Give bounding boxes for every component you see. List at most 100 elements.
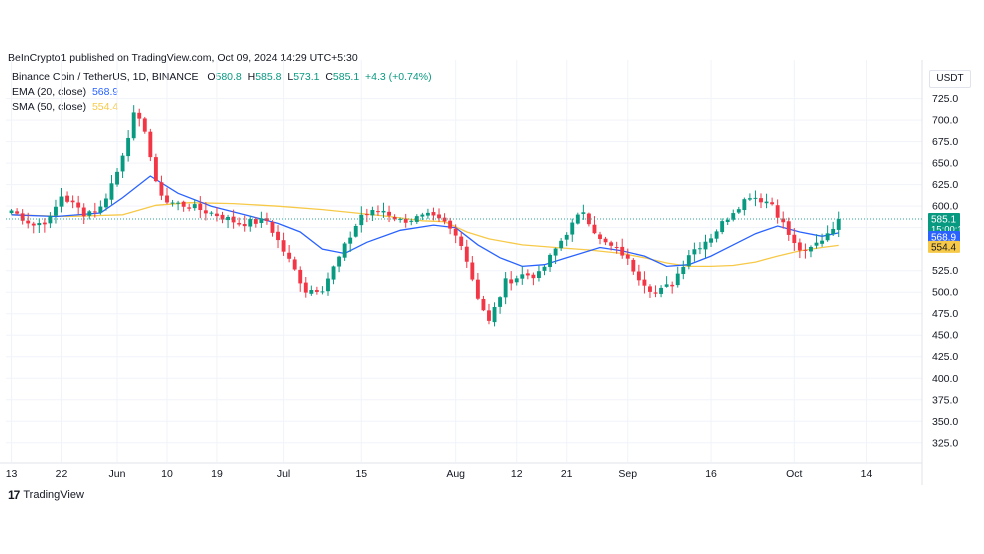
- candle-body: [103, 198, 108, 208]
- candle-body: [503, 278, 508, 298]
- candle-body: [437, 214, 441, 219]
- candle-body: [525, 273, 530, 276]
- candle-body: [697, 248, 702, 250]
- candle-body: [564, 234, 569, 240]
- candle-body: [459, 236, 464, 246]
- y-tick-label: 700.0: [932, 115, 958, 127]
- symbol-row[interactable]: Binance Coin / TetherUS, 1D, BINANCE O58…: [12, 70, 432, 85]
- candle-body: [314, 290, 319, 292]
- candle-body: [37, 223, 42, 226]
- candle-body: [575, 214, 580, 224]
- candle-body: [187, 207, 192, 209]
- price-label-text: 568.9: [931, 232, 956, 243]
- x-tick-label: Jun: [109, 468, 126, 480]
- candle-body: [747, 198, 752, 200]
- candle-body: [642, 279, 647, 286]
- candle-body: [664, 284, 669, 287]
- candle-body: [659, 287, 664, 294]
- candle-body: [331, 266, 336, 280]
- symbol-name: Binance Coin / TetherUS, 1D, BINANCE: [12, 71, 199, 83]
- x-tick-label: 19: [211, 468, 223, 480]
- close-value: 585.1: [332, 71, 360, 83]
- candle-body: [442, 217, 447, 222]
- candle-body: [98, 206, 103, 213]
- sma-label: SMA (50, close): [12, 101, 87, 113]
- candle-body: [675, 273, 680, 286]
- candle-body: [48, 216, 53, 224]
- candle-body: [403, 218, 408, 223]
- tradingview-logo-icon: 17: [8, 488, 20, 502]
- chart-legend: Binance Coin / TetherUS, 1D, BINANCE O58…: [12, 70, 432, 115]
- candle-body: [592, 224, 597, 234]
- candle-body: [381, 210, 386, 213]
- open-label: O: [207, 71, 216, 83]
- candle-body: [342, 243, 347, 258]
- candle-body: [126, 137, 131, 157]
- price-axis[interactable]: 725.0700.0675.0650.0625.0600.0575.0550.0…: [932, 93, 958, 449]
- y-tick-label: 325.0: [932, 437, 958, 449]
- candle-body: [359, 214, 364, 226]
- candle-body: [176, 202, 181, 204]
- y-tick-label: 725.0: [932, 93, 958, 105]
- x-tick-label: Oct: [786, 468, 802, 480]
- candle-body: [614, 247, 619, 249]
- candle-body: [470, 262, 475, 280]
- x-tick-label: Jul: [277, 468, 290, 480]
- candle-body: [348, 237, 353, 244]
- candle-body: [825, 233, 830, 241]
- candle-body: [231, 216, 236, 223]
- y-tick-label: 375.0: [932, 394, 958, 406]
- time-axis[interactable]: 13 22 Jun 10 19 Jul 15 Aug 12 21 Sep 16 Oct 14: [6, 468, 873, 480]
- candle-body: [836, 218, 841, 230]
- candle-body: [653, 292, 658, 294]
- candle-body: [464, 246, 469, 262]
- candle-body: [531, 274, 536, 279]
- candle-body: [242, 223, 247, 227]
- candle-body: [65, 195, 70, 202]
- candle-body: [792, 234, 797, 244]
- candle-body: [742, 199, 747, 211]
- candle-body: [92, 211, 97, 213]
- candle-body: [54, 206, 58, 216]
- candle-body: [609, 242, 614, 246]
- tradingview-footer[interactable]: 17 TradingView: [8, 488, 84, 502]
- x-tick-label: 21: [561, 468, 573, 480]
- candle-body: [703, 241, 708, 250]
- candle-body: [420, 214, 425, 217]
- candle-body: [192, 204, 197, 209]
- y-tick-label: 400.0: [932, 373, 958, 385]
- candle-body: [636, 271, 641, 281]
- grid-lines: [0, 60, 923, 485]
- candle-body: [581, 212, 586, 214]
- candle-body: [59, 196, 64, 207]
- price-label-text: 554.4: [931, 242, 956, 253]
- candle-body: [709, 238, 713, 243]
- x-tick-label: 15: [355, 468, 367, 480]
- price-label-bg: [928, 230, 960, 243]
- candle-body: [736, 209, 741, 213]
- candle-body: [264, 218, 269, 222]
- candle-body: [492, 307, 497, 323]
- candle-body: [253, 218, 258, 224]
- candle-body: [425, 212, 430, 216]
- high-value: 585.8: [255, 71, 282, 83]
- candle-body: [131, 112, 136, 139]
- candle-body: [481, 298, 486, 311]
- currency-selector[interactable]: USDT: [929, 70, 971, 88]
- candle-body: [42, 222, 47, 225]
- y-tick-label: 425.0: [932, 351, 958, 363]
- candle-body: [670, 284, 675, 287]
- candles-layer: [9, 105, 841, 327]
- candle-body: [392, 216, 397, 220]
- candle-body: [809, 246, 813, 252]
- ema-row[interactable]: EMA (20, close) 568.9: [12, 85, 432, 100]
- candle-body: [70, 200, 75, 203]
- price-label-bg: [928, 240, 960, 253]
- candle-body: [520, 274, 525, 279]
- open-value: 580.8: [215, 71, 242, 83]
- sma-row[interactable]: SMA (50, close) 554.4: [12, 100, 432, 115]
- candle-body: [198, 203, 203, 211]
- candle-body: [109, 183, 114, 200]
